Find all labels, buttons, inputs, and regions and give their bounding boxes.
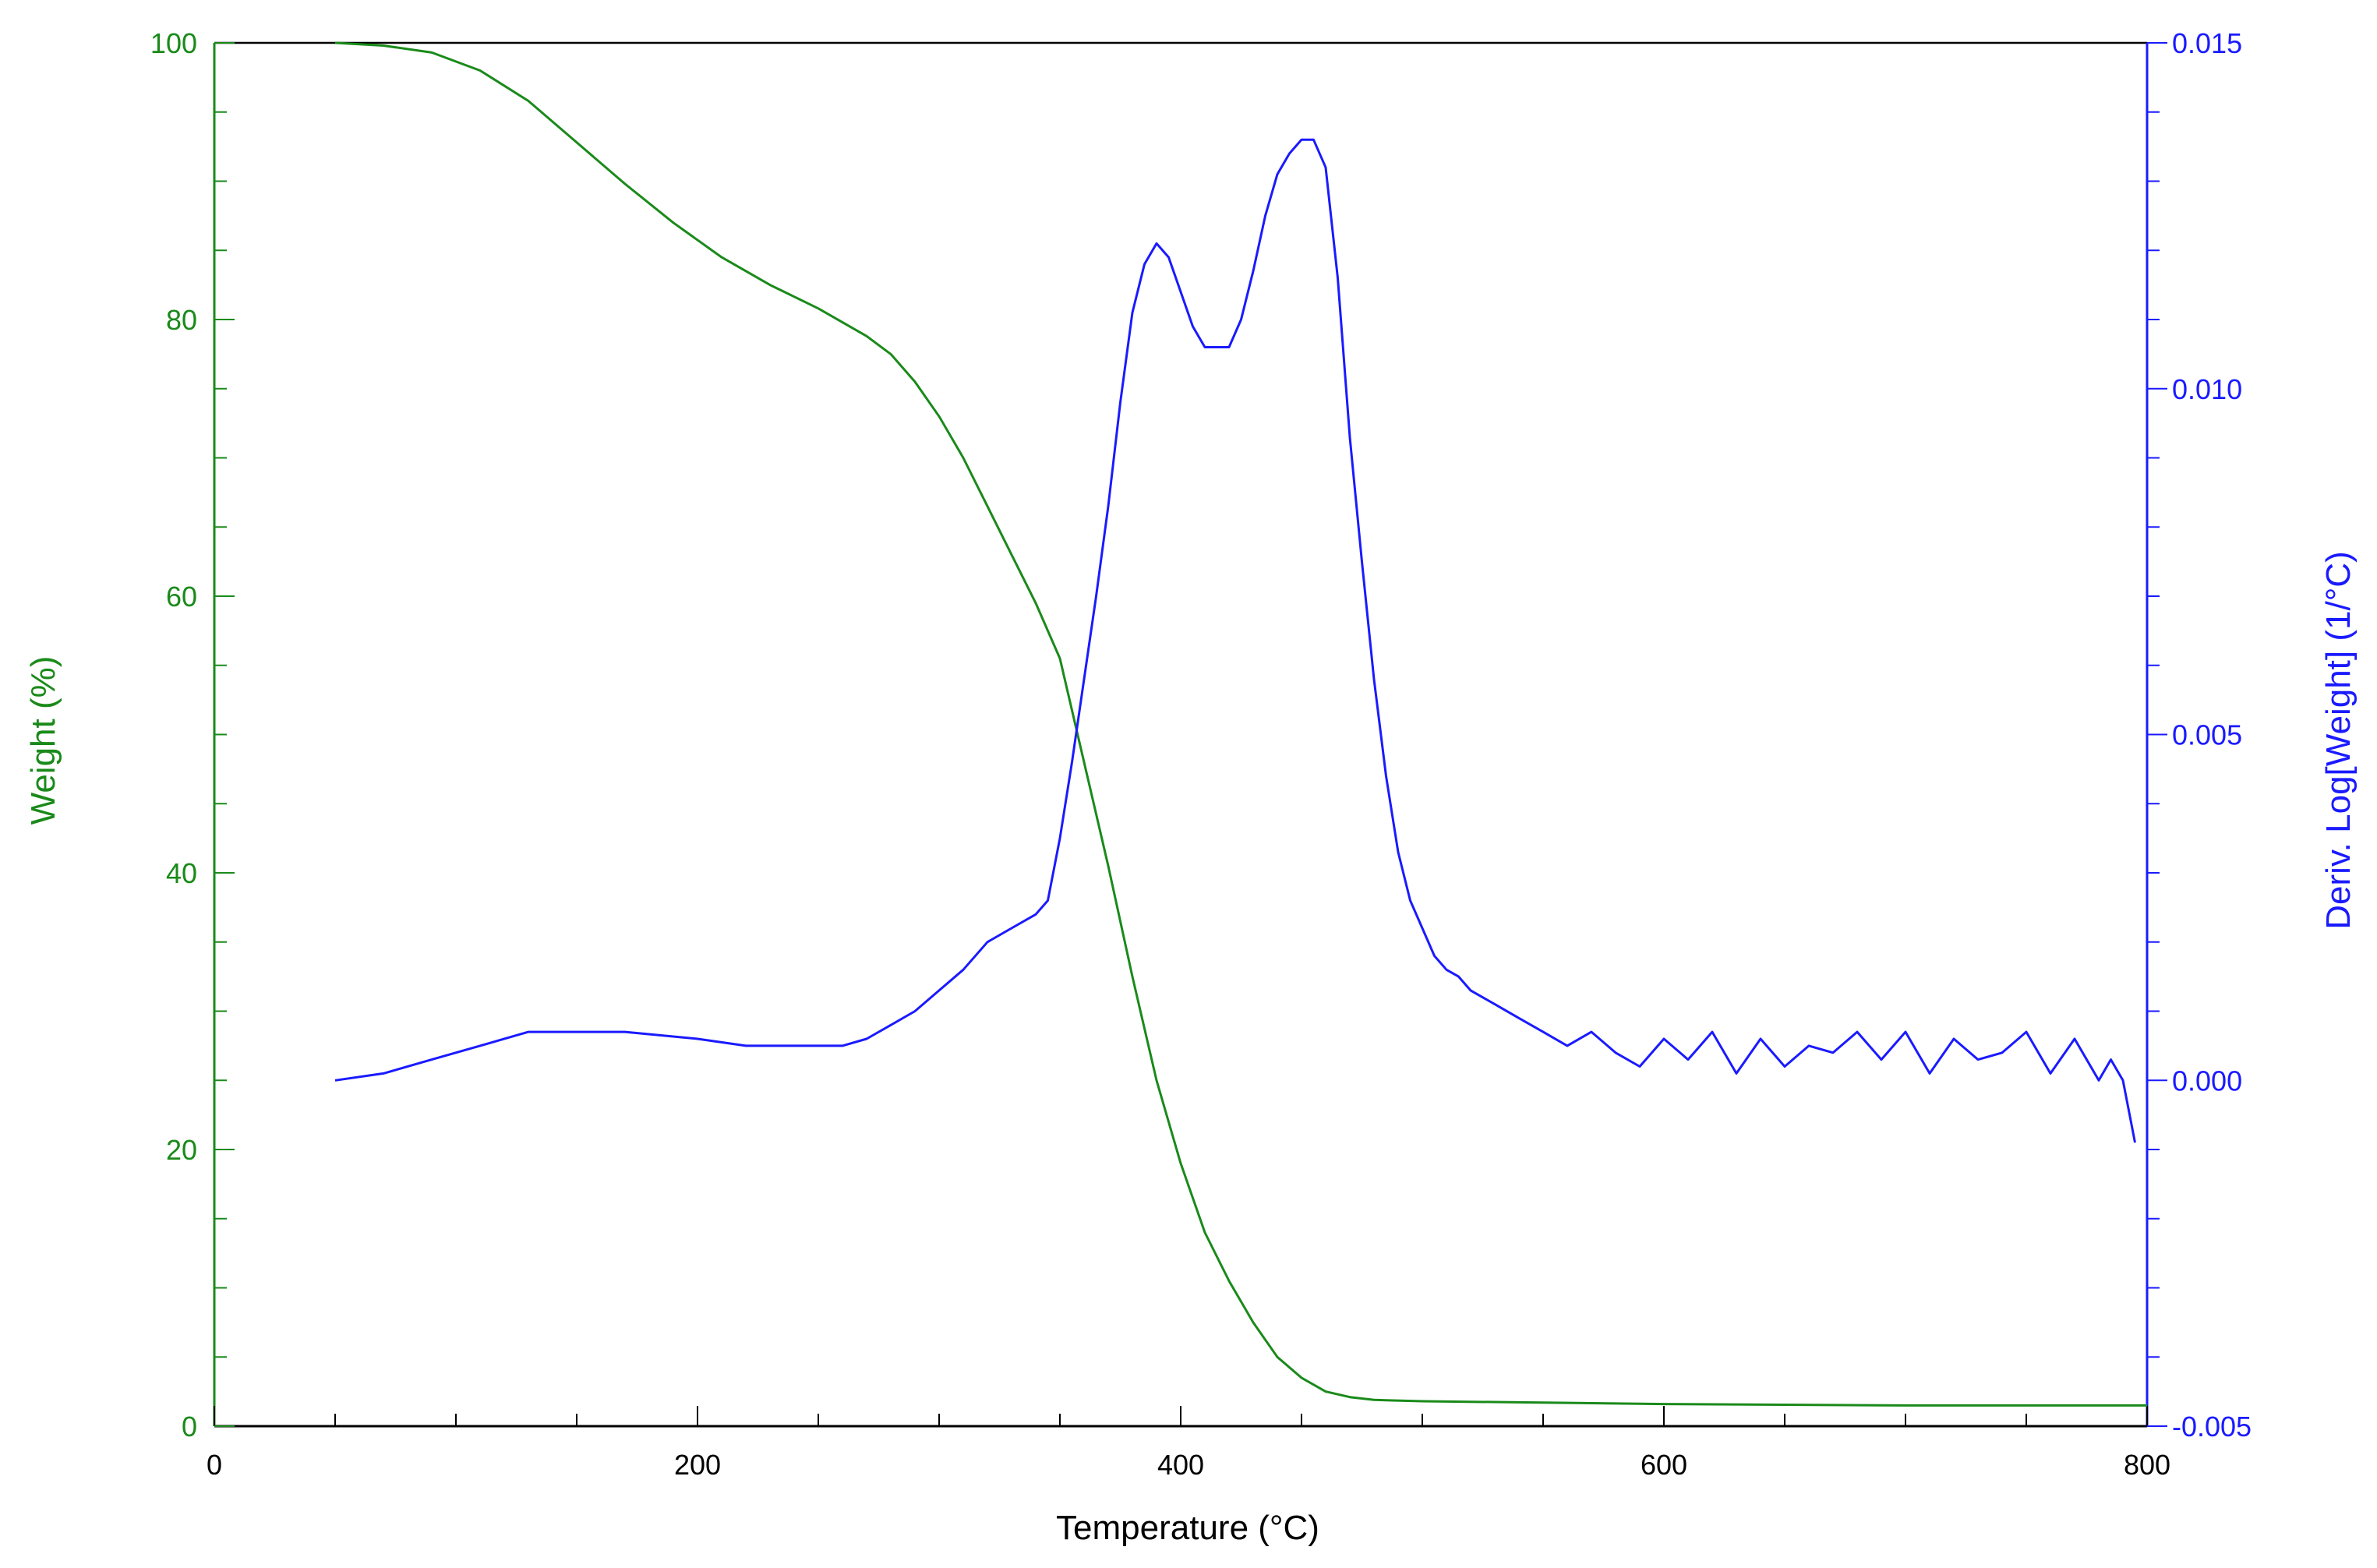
plot-frame — [213, 41, 2149, 1428]
y-left-tick-label: 0 — [182, 1411, 197, 1443]
x-axis-title: Temperature (°C) — [1056, 1509, 1319, 1547]
y-left-axis-title: Weight (%) — [24, 656, 62, 825]
y-left-axis: 0 20 40 60 80 100 — [150, 27, 235, 1443]
x-tick-label: 600 — [1641, 1449, 1687, 1481]
x-tick-label: 400 — [1157, 1449, 1204, 1481]
series-layer — [334, 41, 2147, 1407]
y-right-tick-label: 0.015 — [2172, 27, 2242, 59]
y-right-tick-label: 0.000 — [2172, 1065, 2242, 1097]
y-right-tick-label: -0.005 — [2172, 1411, 2252, 1443]
y-left-tick-label: 100 — [150, 27, 197, 59]
x-tick-label: 200 — [674, 1449, 721, 1481]
y-left-tick-label: 20 — [166, 1134, 197, 1166]
y-right-tick-label: 0.005 — [2172, 719, 2242, 751]
y-left-tick-label: 80 — [166, 304, 197, 336]
x-tick-label: 800 — [2124, 1449, 2170, 1481]
y-left-tick-label: 40 — [166, 857, 197, 889]
weight-series-line — [334, 41, 2147, 1407]
y-left-tick-label: 60 — [166, 581, 197, 613]
y-right-axis-title: Deriv. Log[Weight] (1/°C) — [2319, 551, 2358, 929]
deriv-series-line — [334, 138, 2136, 1143]
x-tick-label: 0 — [207, 1449, 222, 1481]
y-right-tick-label: 0.010 — [2172, 373, 2242, 405]
x-axis: 0 200 400 600 800 — [207, 1406, 2170, 1481]
y-right-axis: -0.005 0.000 0.005 0.010 0.015 — [2147, 27, 2252, 1443]
